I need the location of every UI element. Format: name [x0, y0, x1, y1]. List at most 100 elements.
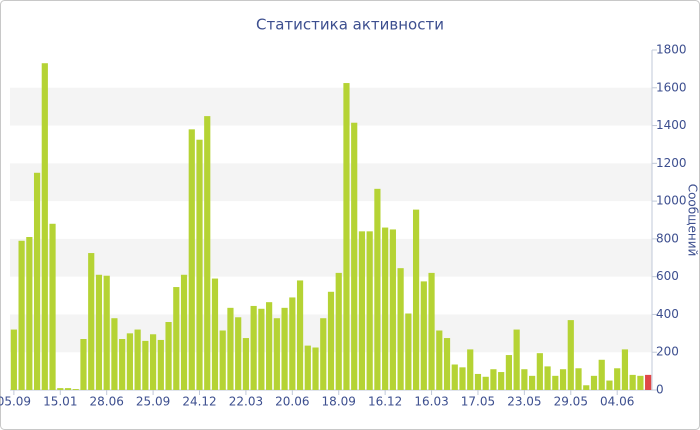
- bar: [544, 366, 551, 390]
- plot-area: 0 200 400 600 800 1000 1200 1400 1600 1800 05.09 15…: [0, 43, 687, 409]
- bar: [250, 305, 257, 390]
- grid-band: [10, 87, 652, 126]
- x-tick-label: 16.03: [414, 395, 448, 409]
- y-tick-label: 800: [656, 231, 679, 245]
- bar: [382, 227, 389, 390]
- bar: [583, 385, 590, 390]
- bar: [590, 375, 598, 390]
- bar: [428, 272, 435, 390]
- x-tick-label: 04.06: [600, 395, 634, 409]
- y-tick-label: 1800: [656, 43, 687, 57]
- bar: [529, 375, 536, 390]
- bar: [637, 375, 644, 390]
- x-tick-label: 15.01: [43, 395, 77, 409]
- bar: [57, 388, 64, 390]
- bar: [312, 347, 319, 390]
- bar: [621, 349, 629, 390]
- x-tick-label: 05.09: [0, 395, 31, 409]
- x-tick-label: 29.05: [554, 395, 588, 409]
- grid-band: [10, 238, 652, 277]
- x-tick-label: 23.05: [507, 395, 541, 409]
- bar: [103, 275, 110, 390]
- bar: [451, 364, 458, 390]
- bar: [606, 380, 613, 390]
- bar: [343, 83, 350, 391]
- y-tick-label: 0: [656, 383, 664, 397]
- bar: [26, 237, 33, 390]
- bar: [173, 287, 180, 390]
- bar: [266, 302, 273, 390]
- x-tick-label: 28.06: [90, 395, 124, 409]
- bar: [335, 272, 342, 390]
- bar: [513, 329, 520, 390]
- bar: [18, 240, 25, 390]
- bar: [188, 129, 195, 391]
- bar: [614, 368, 621, 390]
- bar: [204, 116, 211, 390]
- bar: [474, 373, 482, 390]
- bar: [575, 368, 582, 390]
- bar: [142, 340, 149, 390]
- bar: [498, 372, 505, 390]
- y-tick-label: 1200: [656, 156, 687, 170]
- bar: [598, 359, 605, 390]
- bar: [304, 345, 311, 390]
- bar: [281, 307, 288, 390]
- grid-band: [10, 163, 652, 202]
- bar: [180, 274, 188, 390]
- bar: [134, 329, 141, 390]
- bar: [397, 268, 404, 390]
- bar: [358, 231, 366, 390]
- bar: [95, 274, 103, 390]
- bar: [320, 318, 327, 390]
- bar: [490, 369, 497, 390]
- bar: [559, 369, 567, 390]
- x-tick-label: 18.09: [322, 395, 356, 409]
- bar: [536, 353, 543, 390]
- bar: [41, 63, 48, 390]
- bar: [629, 374, 636, 390]
- y-tick-label: 1400: [656, 118, 687, 132]
- x-tick-label: 17.05: [461, 395, 495, 409]
- bar: [351, 122, 358, 390]
- bar: [258, 308, 265, 390]
- bar: [150, 334, 157, 390]
- bar: [235, 317, 242, 390]
- bar: [211, 278, 219, 390]
- bar: [521, 369, 528, 390]
- bar: [443, 338, 451, 390]
- bar: [482, 376, 489, 390]
- chart-title: Статистика активности: [256, 16, 444, 34]
- bar: [645, 374, 652, 390]
- bar: [88, 253, 95, 390]
- bar: [227, 307, 234, 390]
- bar: [219, 330, 226, 390]
- x-tick-label: 25.09: [136, 395, 170, 409]
- x-tick-label: 24.12: [182, 395, 216, 409]
- y-tick-label: 1600: [656, 80, 687, 94]
- bar: [366, 231, 373, 390]
- y-tick-label: 600: [656, 269, 679, 283]
- bar: [567, 320, 574, 390]
- bar: [196, 139, 203, 390]
- x-tick-label: 22.03: [229, 395, 263, 409]
- bar: [296, 280, 304, 390]
- bar: [111, 318, 118, 390]
- bar: [273, 318, 280, 390]
- bar: [552, 375, 559, 390]
- bar: [10, 329, 17, 390]
- bar: [157, 339, 164, 390]
- y-tick-label: 1000: [656, 194, 687, 208]
- bar: [436, 330, 443, 390]
- bar: [72, 389, 79, 390]
- x-tick-label: 20.06: [275, 395, 309, 409]
- bar: [412, 209, 420, 390]
- bar: [49, 223, 56, 390]
- bar: [327, 291, 335, 390]
- bar: [389, 229, 396, 390]
- y-tick-label: 400: [656, 307, 679, 321]
- bar: [420, 281, 427, 390]
- bar: [242, 338, 250, 390]
- x-tick-label: 16.12: [368, 395, 402, 409]
